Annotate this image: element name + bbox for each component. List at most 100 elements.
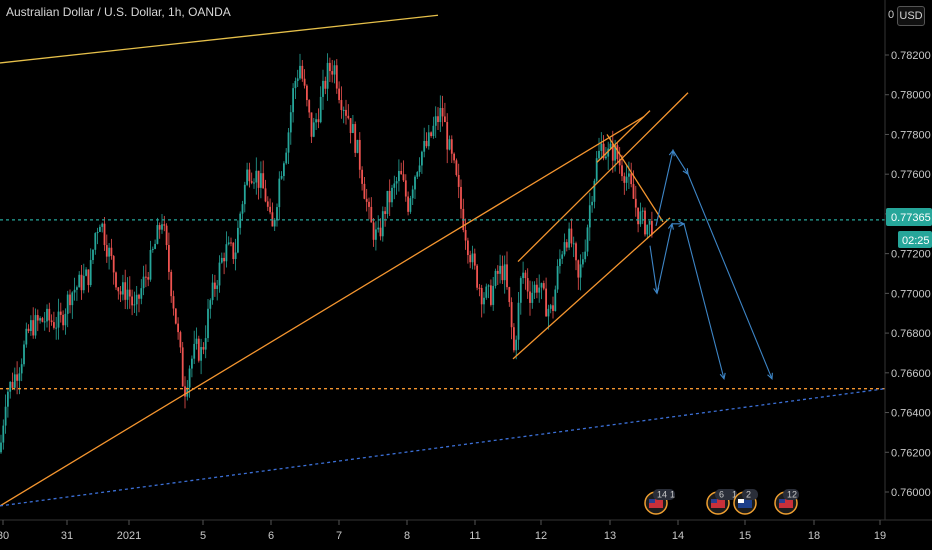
candle-body	[50, 320, 53, 323]
candle-body	[262, 173, 265, 189]
candle-body	[411, 189, 414, 199]
candle-body	[200, 347, 202, 361]
current-price-label: 0.77365 02:25	[886, 208, 932, 248]
candle-body	[181, 347, 184, 387]
candle-body	[218, 262, 221, 286]
candle-body	[625, 176, 628, 183]
candle-body	[138, 294, 140, 299]
candle-body	[108, 247, 110, 257]
candle-body	[432, 125, 435, 136]
candle-body	[296, 78, 299, 81]
candle-body	[202, 347, 205, 350]
candle-body	[232, 242, 235, 260]
candle-body	[575, 243, 577, 261]
candle-body	[542, 283, 545, 289]
upper-trendline[interactable]	[0, 14, 439, 64]
candle-body	[126, 289, 129, 300]
candle-body	[103, 223, 106, 246]
candle-body	[430, 132, 432, 136]
candle-body	[395, 181, 398, 184]
event-marker[interactable]: 12	[774, 489, 799, 515]
bar-countdown: 02:25	[902, 235, 930, 247]
price-axis[interactable]: 0.782000.780000.778000.776000.774000.772…	[885, 50, 931, 499]
candle-body	[276, 207, 278, 220]
candle-body	[168, 245, 170, 272]
price-tick-label: 0.77800	[891, 129, 931, 141]
wedge-upper[interactable]	[596, 110, 651, 163]
candle-body	[154, 243, 156, 249]
candle-body	[177, 323, 179, 333]
arrowhead	[767, 372, 773, 380]
candle-body	[347, 115, 350, 119]
candle-body	[34, 315, 37, 336]
candle-body	[266, 201, 269, 207]
candle-body	[480, 288, 483, 305]
candle-body	[533, 284, 536, 293]
candle-body	[278, 178, 281, 208]
candle-body	[556, 266, 559, 290]
blue-dotted-trendline[interactable]	[0, 388, 886, 507]
candle-body	[85, 269, 87, 276]
candle-body	[326, 62, 329, 89]
candle-body	[197, 338, 200, 361]
candle-body	[172, 296, 175, 309]
candle-body	[522, 272, 524, 279]
candle-body	[306, 85, 308, 101]
projection-b[interactable]	[655, 148, 773, 379]
candle-body	[285, 152, 288, 164]
arrowhead	[719, 372, 726, 381]
candle-body	[524, 272, 527, 279]
projection-a[interactable]	[649, 223, 725, 379]
candle-body	[13, 374, 16, 388]
candle-body	[437, 116, 439, 123]
candle-body	[598, 150, 600, 159]
candle-body	[582, 259, 584, 265]
candle-body	[119, 291, 122, 295]
candle-body	[600, 143, 603, 151]
time-axis[interactable]: 30 31 2021 5 6 7 8 11 12 13 14 15 18 19	[0, 520, 886, 542]
candle-body	[27, 328, 30, 332]
flag-canton	[738, 499, 744, 503]
candle-body	[80, 274, 83, 291]
candle-body	[264, 188, 267, 202]
event-count: 14	[657, 490, 667, 500]
time-tick-label: 31	[61, 530, 73, 542]
candle-body	[549, 305, 552, 309]
candle-body	[402, 174, 405, 181]
candle-body	[156, 225, 159, 244]
candle-body	[255, 170, 258, 183]
arrowhead	[653, 287, 660, 295]
event-marker[interactable]: 14 1	[644, 489, 675, 515]
time-tick-label: 11	[469, 530, 480, 542]
long-support-trendline[interactable]	[0, 116, 645, 507]
candle-body	[637, 207, 639, 225]
time-tick-label: 13	[604, 530, 616, 542]
candle-body	[370, 206, 373, 223]
candle-body	[260, 173, 262, 188]
economic-events[interactable]: 14 1 6 1 2 12	[644, 489, 799, 515]
currency-button[interactable]: USD	[897, 6, 925, 26]
channel-upper[interactable]	[517, 92, 689, 263]
candle-body	[338, 88, 340, 101]
candle-body	[490, 285, 492, 305]
event-index: 1	[670, 490, 675, 500]
projection-arrows	[649, 148, 773, 381]
candle-body	[294, 80, 297, 89]
candle-body	[506, 264, 508, 288]
candle-body	[496, 270, 499, 274]
candle-body	[483, 297, 485, 305]
candle-body	[494, 270, 497, 286]
candle-body	[110, 247, 113, 257]
candle-body	[648, 221, 651, 225]
price-tick-label: 0.76400	[891, 408, 931, 420]
channel-lower[interactable]	[512, 217, 671, 360]
wedge-lower[interactable]	[606, 134, 664, 223]
candle-body	[441, 107, 444, 117]
candle-body	[179, 332, 182, 348]
candle-body	[303, 78, 306, 86]
candle-body	[257, 170, 260, 188]
flag-canton	[649, 499, 655, 503]
event-marker[interactable]: 2	[733, 489, 758, 515]
